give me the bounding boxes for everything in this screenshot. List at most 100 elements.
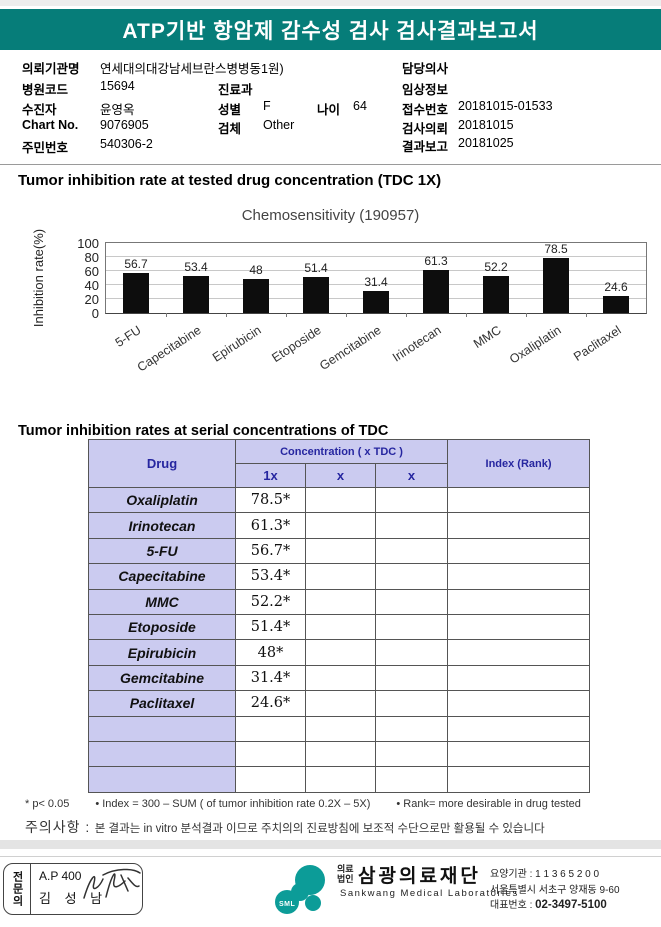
drug-name-cell: Paclitaxel [88,690,236,717]
table-row: Paclitaxel 24.6* [88,690,591,717]
chart-title: Chemosensitivity (190957) [241,207,420,224]
table-row: Epirubicin 48* [88,639,591,666]
info-value-specimen: Other [263,118,295,132]
footnote-index-def: • Index = 300 – SUM ( of tumor inhibitio… [95,798,371,810]
concentration-1x-cell [235,766,306,793]
concentration-x2-cell [305,740,376,768]
gridline [106,284,646,285]
x-tick-mark [286,313,287,317]
table-row: Capecitabine 53.4* [88,563,591,590]
x-tick-mark [166,313,167,317]
info-label-hospital-code: 병원코드 [22,83,69,97]
drug-name-cell [88,766,236,793]
y-tick-label: 0 [91,306,99,321]
report-title: ATP기반 항암제 감수성 검사 검사결과보고서 [122,19,539,43]
drug-name-cell: 5-FU [88,537,236,565]
index-rank-cell [447,613,591,641]
x-tick-mark [586,313,587,317]
info-label-age: 나이 [317,103,341,117]
bar-value-label: 78.5 [544,242,568,257]
doctor-credential: A.P 400 [39,869,82,883]
concentration-1x-cell: 53.4* [235,563,306,590]
index-rank-cell [447,766,591,793]
concentration-x3-cell [374,563,449,590]
bar [303,277,329,313]
info-label-specimen: 검체 [218,122,242,136]
concentration-x3-cell [374,715,449,742]
doctor-cell: A.P 400 김 성 남 [31,864,142,914]
concentration-1x-cell: 52.2* [235,588,306,615]
concentration-x3-cell [374,664,449,692]
info-value-accession: 20181015-01533 [458,99,553,113]
bar [363,291,389,313]
x-tick-mark [526,313,527,317]
index-rank-cell [447,740,591,768]
caution-text: 본 결과는 in vitro 분석결과 이므로 주치의의 진료방침에 보조적 수… [94,823,545,835]
tdc-table-body: Oxaliplatin 78.5* Irinotecan 61.3* 5-FU 56.7*… [88,486,591,793]
footnote-rank-def: • Rank= more desirable in drug tested [396,798,581,810]
x-tick-mark [346,313,347,317]
info-value-sex: F [263,99,271,113]
top-strip [0,0,661,6]
concentration-x2-cell [305,588,376,615]
info-label-institution: 의뢰기관명 [22,62,80,76]
section-divider [0,164,661,165]
concentration-x3-cell [374,639,449,666]
doctor-name: 김 성 남 [39,891,108,906]
y-tick-label: 20 [84,292,99,307]
drug-name-cell [88,740,236,768]
drug-name-cell: MMC [88,588,236,615]
concentration-x3-cell [374,486,449,514]
info-value-institution: 연세대의대강남세브란스병병동1원) [100,62,284,76]
concentration-1x-cell: 31.4* [235,664,306,692]
info-value-reported: 20181025 [458,136,514,150]
drug-name-cell [88,715,236,742]
org-phone-number: 02-3497-5100 [535,899,607,911]
info-value-requested: 20181015 [458,118,514,132]
caution-line: 주의사항 : 본 결과는 in vitro 분석결과 이므로 주치의의 진료방침… [25,817,655,837]
bar [603,295,629,313]
org-prefix-line2: 법인 [337,874,354,885]
col-header-1x: 1x [235,463,306,488]
index-rank-cell [447,690,591,717]
org-prefix-line1: 의료 [337,864,354,874]
org-license-number: 요양기관 : 1 1 3 6 5 2 0 0 [490,869,600,880]
col-header-index: Index (Rank) [447,439,591,488]
table-row: Oxaliplatin 78.5* [88,486,591,514]
concentration-x2-cell [305,613,376,641]
table-row: Gemcitabine 31.4* [88,664,591,692]
col-header-drug: Drug [88,439,236,488]
bar-value-label: 56.7 [124,257,148,272]
info-label-department: 진료과 [218,83,253,97]
index-rank-cell [447,486,591,514]
specialist-label: 전문의 [11,871,23,907]
chart-plot: 0 20 40 60 80 100 56.7 53.4 48 51.4 31.4 61.3 52.2 78… [77,236,647,374]
table-row: MMC 52.2* [88,588,591,615]
table-row [88,715,591,742]
bar-value-label: 51.4 [304,261,328,276]
org-address: 서울특별시 서초구 양재동 9-60 [490,885,620,896]
drug-name-cell: Epirubicin [88,639,236,666]
info-label-doctor: 담당의사 [402,62,449,76]
footer-gray-band [0,840,661,849]
bar-value-label: 24.6 [604,279,628,294]
info-label-requested: 검사의뢰 [402,122,449,136]
org-phone: 대표번호 : 02-3497-5100 [490,896,607,911]
index-rank-cell [447,715,591,742]
bar-value-label: 48 [249,263,263,278]
concentration-x2-cell [305,486,376,514]
bar [183,275,209,313]
caution-label: 주의사항 : [25,819,91,835]
index-rank-cell [447,563,591,590]
table-row: Etoposide 51.4* [88,613,591,641]
concentration-1x-cell: 56.7* [235,537,306,565]
info-label-accession: 접수번호 [402,103,449,117]
drug-name-cell: Oxaliplatin [88,486,236,514]
concentration-1x-cell: 61.3* [235,512,306,539]
bar [243,279,269,313]
org-name: 삼광의료재단 [358,866,481,887]
drug-name-cell: Etoposide [88,613,236,641]
report-title-bar: ATP기반 항암제 감수성 검사 검사결과보고서 [0,9,661,50]
concentration-x2-cell [305,766,376,793]
bar [543,258,569,313]
